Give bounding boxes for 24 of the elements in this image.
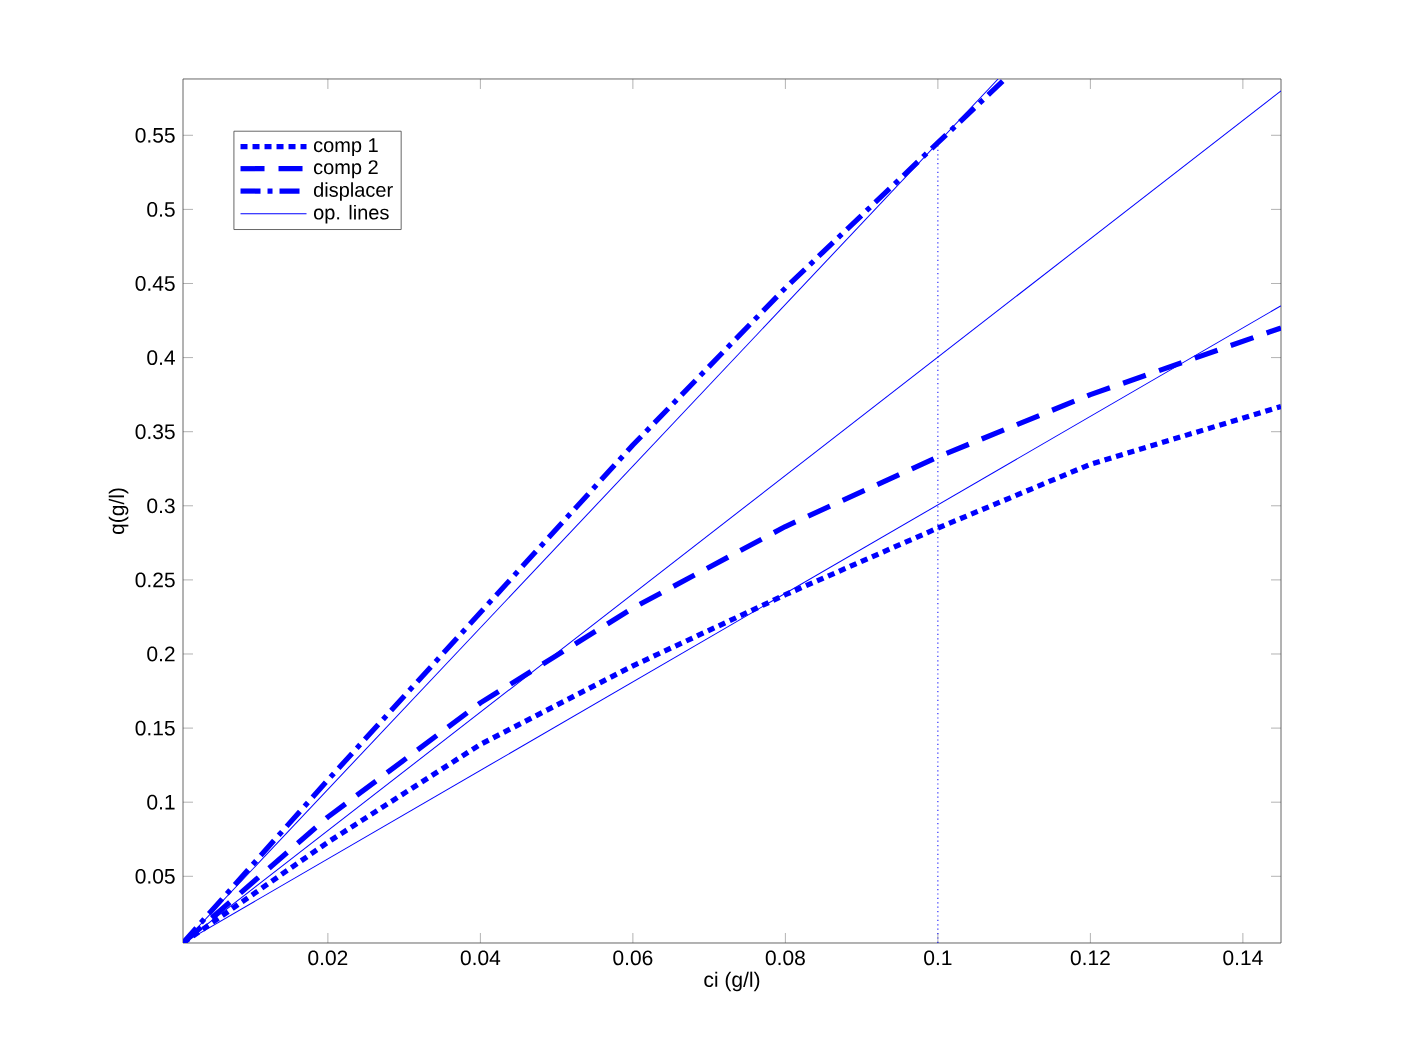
x-tick-label: 0.06 [613,950,653,966]
legend-label: comp 1 [313,138,378,157]
legend-label: comp 2 [313,160,378,179]
y-tick-label: 0.55 [135,127,175,143]
y-tick-label: 0.05 [135,868,175,884]
y-tick-label: 0.45 [135,276,175,291]
x-tick-label: 0.1 [924,950,952,966]
y-axis-title: q(g/l) [108,488,129,535]
y-tick-label: 0.15 [135,720,175,736]
y-tick-label: 0.2 [147,646,175,662]
y-tick-label: 0.1 [147,794,175,810]
legend-label: displacer [313,182,393,201]
x-tick-label: 0.02 [308,950,348,966]
x-tick-label: 0.04 [460,950,501,966]
x-tick-label: 0.08 [765,950,805,966]
y-tick-label: 0.35 [135,424,175,440]
x-tick-label: 0.12 [1070,950,1110,966]
y-tick-label: 0.5 [147,201,175,217]
y-tick-label: 0.25 [135,572,175,588]
x-tick-label: 0.14 [1223,950,1263,966]
legend-label: op. lines [313,204,389,224]
y-tick-label: 0.4 [147,350,175,366]
y-tick-label: 0.3 [147,498,175,514]
x-axis-title: ci (g/l) [704,971,760,992]
